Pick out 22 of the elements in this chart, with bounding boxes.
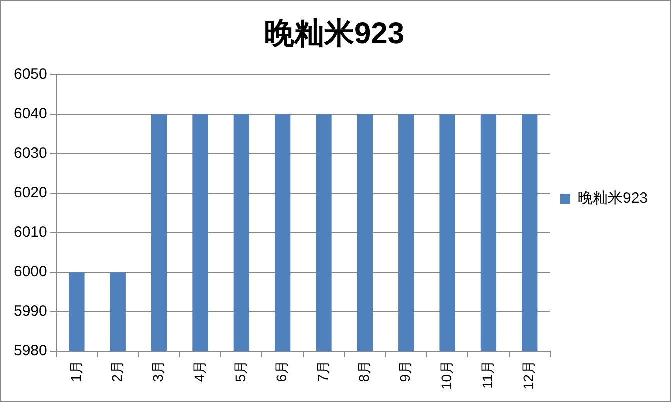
x-tick-label: 3月 — [150, 360, 166, 382]
x-tick-label: 12月 — [520, 360, 537, 390]
x-tick-label: 1月 — [68, 360, 84, 382]
y-tick-label: 6000 — [14, 264, 48, 281]
y-tick-label: 6030 — [14, 145, 48, 162]
x-tick-label: 8月 — [356, 360, 372, 382]
x-tick-label: 7月 — [314, 360, 331, 382]
x-tick-label: 11月 — [480, 360, 496, 389]
x-tick-label: 2月 — [108, 360, 125, 382]
chart-title: 晚籼米923 — [264, 17, 405, 50]
y-tick-label: 6020 — [14, 184, 48, 202]
x-tick-label: 6月 — [274, 360, 290, 382]
x-tick-label: 9月 — [397, 360, 414, 382]
y-tick-label: 5980 — [14, 342, 48, 360]
y-tick-label: 5990 — [14, 303, 48, 320]
legend-label: 晚籼米923 — [578, 190, 648, 208]
y-tick-label: 6050 — [14, 66, 48, 84]
x-tick-label: 10月 — [438, 360, 454, 390]
x-tick-label: 5月 — [232, 360, 249, 382]
x-tick-label: 4月 — [191, 360, 208, 382]
y-tick-label: 6040 — [14, 106, 48, 123]
y-tick-label: 6010 — [14, 224, 48, 242]
